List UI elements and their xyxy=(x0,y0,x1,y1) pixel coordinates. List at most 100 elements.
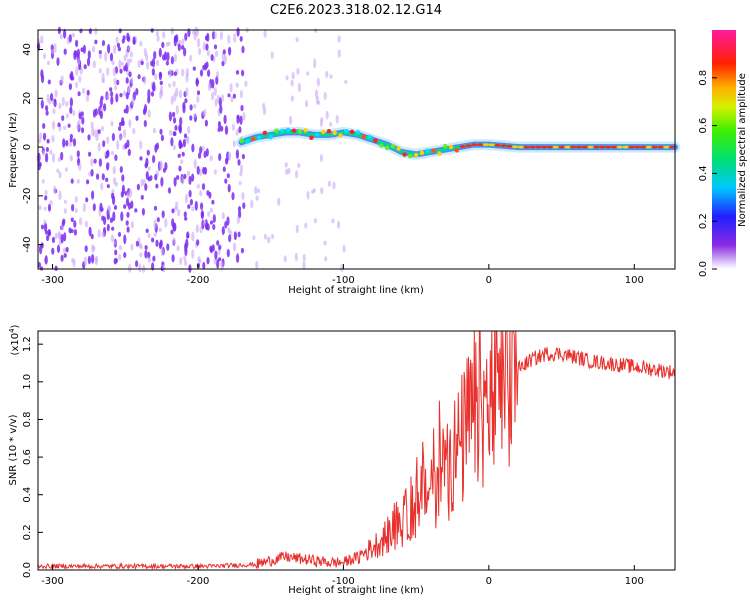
spectrogram-noise-dot xyxy=(178,90,183,99)
spectrogram-noise-dot xyxy=(184,193,189,204)
spectrogram-noise-dot xyxy=(224,178,228,184)
snr-x-label: Height of straight line (km) xyxy=(288,585,424,596)
spectrogram-noise-dot xyxy=(189,54,193,62)
spectrogram-noise-dot xyxy=(205,43,209,51)
spectrogram-noise-dot xyxy=(42,132,47,141)
spectrogram-noise-dot xyxy=(115,36,119,44)
spectrogram-noise-dot xyxy=(63,253,67,258)
spectrogram-noise-dot xyxy=(78,217,83,226)
spectrogram-noise-dot xyxy=(172,131,176,137)
spectrogram-noise-dot xyxy=(171,254,175,263)
spectrogram-noise-dot xyxy=(239,115,243,125)
spectrogram-noise-dot xyxy=(244,80,248,87)
spectrogram-noise-dot xyxy=(221,212,225,220)
spectrogram-noise-dot xyxy=(50,93,54,101)
spectrogram-noise-dot xyxy=(140,60,144,66)
spectrogram-ridge-hotspot xyxy=(315,132,320,137)
spectrogram-ridge-hotspot xyxy=(256,135,262,140)
spectrogram-noise-dot xyxy=(62,247,66,254)
spectrogram-noise-dot xyxy=(159,128,163,135)
spectrogram-noise-dot xyxy=(241,69,245,77)
spectrogram-noise-dot xyxy=(306,71,310,76)
snr-x-tick-label: -100 xyxy=(332,576,355,587)
spectrogram-noise-dot xyxy=(69,72,73,80)
spectrogram-noise-dot xyxy=(87,255,91,265)
spectrogram-noise-dot xyxy=(138,263,142,273)
spectrogram-noise-dot xyxy=(206,190,210,196)
spectrogram-noise-dot xyxy=(189,115,193,121)
spectrogram-noise-dot xyxy=(175,105,179,115)
spectrogram-noise-dot xyxy=(147,251,151,259)
spectrogram-noise-dot xyxy=(177,153,181,158)
spectrogram-noise-dot xyxy=(183,133,188,139)
spectrogram-ridge-hotspot xyxy=(657,145,664,149)
spectrogram-noise-dot xyxy=(141,208,145,216)
spectrogram-ridge-hotspot xyxy=(459,145,466,149)
spectrogram-noise-dot xyxy=(140,178,144,187)
spectrogram-noise-dot xyxy=(158,227,162,232)
spectrogram-noise-dot xyxy=(151,68,155,76)
spectrogram-noise-dot xyxy=(145,171,149,180)
spectrogram-noise-dot xyxy=(240,247,244,254)
spectrogram-noise-dot xyxy=(168,83,172,88)
spectrogram-noise-dot xyxy=(101,40,106,47)
spectrogram-noise-dot xyxy=(116,140,120,150)
spectrogram-noise-dot xyxy=(143,120,147,127)
spectrogram-noise-dot xyxy=(213,44,218,50)
spectrogram-noise-dot xyxy=(37,262,42,268)
spectrogram-noise-dot xyxy=(185,87,189,97)
spectrogram-noise-dot xyxy=(323,240,327,246)
spectrogram-noise-dot xyxy=(79,67,83,75)
spectrogram-noise-dot xyxy=(123,234,127,245)
spectrogram-noise-dot xyxy=(39,132,43,140)
spectrogram-noise-dot xyxy=(57,157,62,162)
spectrogram-noise-dot xyxy=(119,68,123,74)
spectrogram-noise-dot xyxy=(184,32,188,42)
spectrogram-noise-dot xyxy=(113,77,117,86)
spectrogram-noise-dot xyxy=(284,162,288,168)
spectrogram-noise-dot xyxy=(187,125,191,135)
figure-title: C2E6.2023.318.02.12.G14 xyxy=(270,3,442,18)
spectrogram-noise-dot xyxy=(263,233,267,240)
spectrogram-ridge-hotspot xyxy=(517,145,524,149)
spectrogram-noise-dot xyxy=(109,52,114,62)
spectrogram-noise-dot xyxy=(78,112,82,120)
spectrogram-ridge-hotspot xyxy=(291,128,297,133)
spectrogram-ridge-hotspot xyxy=(239,138,244,143)
spectrogram-noise-dot xyxy=(74,208,78,213)
spectrogram-noise-dot xyxy=(191,173,195,182)
spectrogram-noise-dot xyxy=(305,100,309,108)
spectrogram-noise-dot xyxy=(196,165,200,175)
spectrogram-noise-dot xyxy=(337,35,341,43)
spectrogram-noise-dot xyxy=(127,85,131,93)
spectrogram-noise-dot xyxy=(94,39,98,45)
spectrogram-noise-dot xyxy=(297,163,301,168)
spectrogram-noise-dot xyxy=(203,150,207,159)
spectrogram-noise-dot xyxy=(98,158,102,167)
spectrogram-noise-dot xyxy=(236,216,240,224)
spectrogram-noise-dot xyxy=(220,261,224,271)
spectrogram-noise-dot xyxy=(263,29,267,38)
spectrogram-noise-dot xyxy=(75,39,79,48)
snr-y-tick-label: 0.0 xyxy=(22,562,33,578)
spectrogram-noise-dot xyxy=(117,232,122,237)
spectrogram-noise-dot xyxy=(192,66,196,71)
spectrogram-noise-dot xyxy=(174,206,178,211)
spectrogram-noise-dot xyxy=(46,234,50,242)
spectrogram-noise-dot xyxy=(150,91,155,97)
spectrogram-noise-dot xyxy=(63,125,67,131)
spectrogram-noise-dot xyxy=(127,46,131,52)
spectrogram-ridge-hotspot xyxy=(482,143,489,147)
spectrogram-noise-dot xyxy=(125,220,129,226)
spectrogram-noise-dot xyxy=(206,257,210,265)
spectrogram-noise-dot xyxy=(51,153,56,163)
spectrogram-noise-dot xyxy=(77,91,81,97)
spectrogram-noise-dot xyxy=(324,256,328,262)
spectrogram-noise-dot xyxy=(86,179,90,185)
spectrogram-noise-dot xyxy=(42,53,47,60)
spectrogram-noise-dot xyxy=(313,218,317,224)
spectrogram-noise-dot xyxy=(81,116,85,125)
spectrogram-noise-dot xyxy=(240,104,244,112)
spectrogram-noise-dot xyxy=(92,203,96,212)
spectrogram-noise-dot xyxy=(158,71,163,78)
